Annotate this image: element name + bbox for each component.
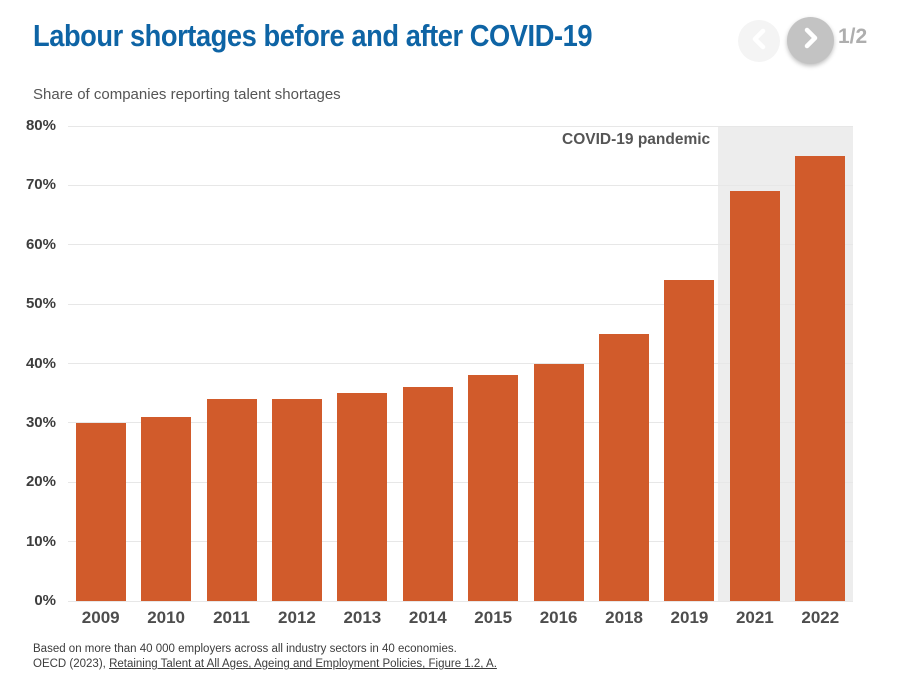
x-axis-tick-2016: 2016 bbox=[539, 608, 578, 627]
gridline-80 bbox=[68, 125, 853, 127]
bar-2018 bbox=[599, 333, 650, 601]
page-title: Labour shortages before and after COVID-… bbox=[33, 18, 593, 53]
chevron-left-icon bbox=[750, 27, 768, 56]
x-axis-tick-2009: 2009 bbox=[81, 608, 120, 627]
chevron-right-icon bbox=[802, 26, 820, 55]
bar-2016 bbox=[533, 363, 584, 601]
bar-2012 bbox=[271, 399, 322, 601]
footer-note: Based on more than 40 000 employers acro… bbox=[33, 643, 457, 655]
next-page-button[interactable] bbox=[787, 17, 834, 64]
gridline-40 bbox=[68, 363, 853, 364]
y-axis-tick-60: 60% bbox=[25, 235, 56, 253]
bar-2019 bbox=[664, 280, 715, 601]
bar-2014 bbox=[402, 387, 453, 601]
y-axis-tick-30: 30% bbox=[25, 413, 56, 431]
source-link[interactable]: Retaining Talent at All Ages, Ageing and… bbox=[109, 658, 497, 670]
chart-subtitle: Share of companies reporting talent shor… bbox=[33, 86, 341, 103]
gridline-70 bbox=[68, 184, 853, 186]
y-axis-tick-0: 0% bbox=[34, 592, 56, 609]
bar-2022 bbox=[795, 155, 846, 601]
bar-2015 bbox=[468, 375, 519, 601]
bar-2013 bbox=[337, 393, 388, 601]
y-axis-tick-10: 10% bbox=[25, 532, 56, 550]
x-axis-tick-2021: 2021 bbox=[735, 608, 774, 627]
previous-page-button[interactable] bbox=[738, 20, 780, 62]
x-axis-tick-2015: 2015 bbox=[474, 608, 513, 627]
y-axis-tick-80: 80% bbox=[25, 117, 56, 134]
page-count: 1/2 bbox=[838, 25, 868, 48]
x-axis-tick-2014: 2014 bbox=[408, 608, 447, 627]
bar-2021 bbox=[729, 191, 780, 601]
y-axis-tick-50: 50% bbox=[25, 295, 56, 313]
x-axis-tick-2013: 2013 bbox=[343, 608, 382, 627]
x-axis-tick-2018: 2018 bbox=[605, 608, 643, 627]
y-axis-tick-20: 20% bbox=[25, 473, 56, 491]
gridline-60 bbox=[68, 244, 853, 246]
bar-2010 bbox=[141, 416, 192, 601]
pandemic-annotation-label: COVID-19 pandemic bbox=[562, 131, 711, 148]
footer-source-prefix: OECD (2023), bbox=[33, 658, 110, 670]
gridline-0 bbox=[68, 600, 853, 602]
bar-2009 bbox=[75, 422, 126, 601]
gridline-10 bbox=[68, 541, 853, 543]
x-axis-tick-2010: 2010 bbox=[147, 608, 186, 627]
plot-area: 0% 10% 20% 30% 40% 50% 60% 70% 80% 2009 2010 2011 20… bbox=[26, 117, 853, 627]
x-axis-tick-2019: 2019 bbox=[670, 608, 709, 627]
gridline-30 bbox=[68, 422, 853, 424]
gridline-20 bbox=[68, 481, 853, 483]
y-axis-tick-40: 40% bbox=[25, 354, 56, 372]
footer-source: OECD (2023), Retaining Talent at All Age… bbox=[33, 657, 497, 672]
bar-2011 bbox=[206, 399, 257, 601]
gridline-50 bbox=[68, 303, 853, 305]
x-axis-tick-2012: 2012 bbox=[278, 608, 316, 627]
footer: Based on more than 40 000 employers acro… bbox=[33, 642, 497, 672]
x-axis-tick-2022: 2022 bbox=[801, 608, 840, 627]
y-axis-tick-70: 70% bbox=[25, 176, 56, 194]
x-axis-tick-2011: 2011 bbox=[213, 608, 250, 627]
